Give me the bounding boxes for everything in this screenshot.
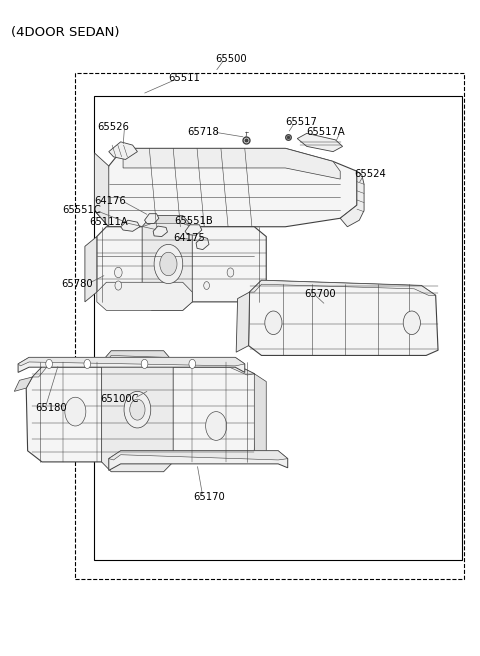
- Circle shape: [265, 311, 282, 335]
- Polygon shape: [109, 451, 288, 470]
- Polygon shape: [18, 358, 245, 373]
- Circle shape: [227, 268, 234, 277]
- Polygon shape: [249, 280, 438, 356]
- Bar: [95, 96, 462, 560]
- Polygon shape: [14, 377, 33, 392]
- Polygon shape: [123, 148, 340, 179]
- Circle shape: [403, 311, 420, 335]
- Polygon shape: [185, 225, 202, 236]
- Bar: [75, 73, 464, 579]
- Polygon shape: [144, 214, 159, 224]
- Text: 65511: 65511: [168, 73, 200, 83]
- Polygon shape: [153, 226, 168, 237]
- Text: 65500: 65500: [215, 54, 247, 64]
- Polygon shape: [102, 351, 173, 362]
- Polygon shape: [97, 282, 192, 310]
- Circle shape: [124, 392, 151, 428]
- Text: 65700: 65700: [304, 289, 336, 299]
- Polygon shape: [109, 142, 137, 159]
- Polygon shape: [109, 451, 288, 460]
- Polygon shape: [85, 237, 97, 302]
- Text: 65111A: 65111A: [89, 217, 128, 227]
- Polygon shape: [196, 237, 209, 250]
- Polygon shape: [340, 171, 364, 227]
- Polygon shape: [26, 362, 259, 462]
- Circle shape: [46, 359, 52, 369]
- Circle shape: [130, 400, 145, 420]
- Circle shape: [189, 359, 196, 369]
- Text: 64175: 64175: [173, 233, 205, 243]
- Text: 65551B: 65551B: [174, 216, 213, 226]
- Text: 65718: 65718: [187, 127, 218, 137]
- Polygon shape: [254, 374, 266, 455]
- Text: 65170: 65170: [193, 491, 225, 502]
- Polygon shape: [142, 216, 192, 310]
- Text: 65517: 65517: [285, 117, 317, 127]
- Text: 64176: 64176: [95, 195, 126, 205]
- Circle shape: [154, 245, 183, 283]
- Text: 65551C: 65551C: [62, 205, 101, 215]
- Text: 65526: 65526: [97, 122, 129, 132]
- Circle shape: [115, 281, 121, 290]
- Circle shape: [65, 398, 86, 426]
- Polygon shape: [97, 227, 266, 302]
- Text: 65100C: 65100C: [100, 394, 139, 403]
- Circle shape: [115, 267, 122, 277]
- Circle shape: [160, 252, 177, 276]
- Text: 65517A: 65517A: [306, 127, 345, 137]
- Polygon shape: [297, 133, 343, 152]
- Polygon shape: [95, 148, 357, 227]
- Circle shape: [204, 281, 209, 289]
- Text: 65180: 65180: [36, 403, 67, 413]
- Text: 65524: 65524: [355, 169, 386, 180]
- Polygon shape: [250, 280, 436, 295]
- Text: (4DOOR SEDAN): (4DOOR SEDAN): [11, 26, 120, 39]
- Polygon shape: [236, 292, 250, 352]
- Polygon shape: [95, 153, 109, 227]
- Polygon shape: [18, 358, 245, 366]
- Polygon shape: [120, 220, 140, 232]
- Circle shape: [141, 359, 148, 369]
- Polygon shape: [33, 362, 254, 377]
- Circle shape: [205, 411, 227, 440]
- Polygon shape: [142, 216, 192, 227]
- Text: 65780: 65780: [61, 279, 93, 289]
- Circle shape: [84, 359, 91, 369]
- Polygon shape: [102, 351, 173, 472]
